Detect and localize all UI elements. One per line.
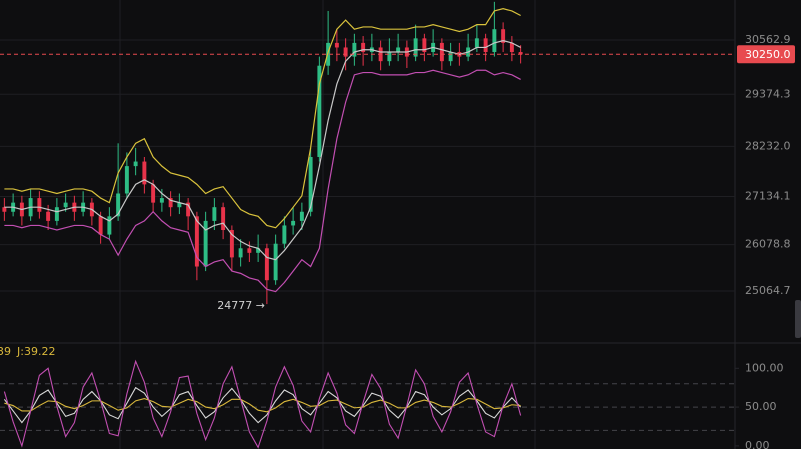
candle-body [413, 38, 418, 57]
legend-text: J:39.22 [16, 345, 55, 358]
candle-body [483, 38, 488, 53]
candle-body [116, 193, 121, 217]
candle-body [37, 198, 42, 212]
candle-body [282, 225, 287, 244]
y-tick-label: 29374.3 [745, 87, 791, 100]
candle-body [107, 216, 112, 235]
y-tick-label: 100.00 [745, 361, 784, 374]
last-price-label: 30250.0 [745, 48, 791, 61]
candle-body [46, 211, 51, 221]
y-tick-label: 27134.1 [745, 190, 791, 203]
candle-body [299, 211, 304, 221]
indicator-line [4, 397, 521, 413]
low-annotation: 24777 → [217, 299, 265, 312]
candle-body [492, 29, 497, 53]
candle-body [343, 47, 348, 57]
scroll-handle[interactable] [795, 300, 801, 338]
indicator-line [3, 359, 522, 449]
y-tick-label: 28232.0 [745, 139, 791, 152]
candle-body [186, 202, 191, 217]
y-tick-label: 50.00 [745, 400, 777, 413]
candle-body [509, 42, 514, 53]
candle-body [168, 198, 173, 208]
candle-body [194, 216, 199, 267]
candle-body [98, 216, 103, 235]
candles [2, 1, 523, 305]
indicator-line [3, 386, 522, 424]
candle-body [212, 207, 217, 221]
candle-body [247, 248, 252, 253]
candle-body [2, 207, 7, 212]
candle-body [159, 198, 164, 203]
candle-body [291, 220, 296, 226]
band-line [4, 69, 521, 293]
band-line [4, 8, 521, 229]
candle-body [518, 52, 523, 55]
candle-body [203, 220, 208, 267]
candle-body [396, 47, 401, 53]
y-tick-label: 25064.7 [745, 284, 791, 297]
candle-body [221, 207, 226, 231]
candle-body [133, 161, 138, 167]
candle-body [63, 202, 68, 208]
candle-body [439, 42, 444, 62]
last-price-tag [737, 45, 795, 64]
candle-body [256, 248, 261, 253]
y-tick-label: 0.00 [745, 439, 770, 449]
candle-body [448, 52, 453, 62]
candle-body [273, 243, 278, 281]
candle-body [501, 29, 506, 43]
legend-text: 39 [0, 345, 11, 358]
candle-body [238, 248, 243, 258]
candle-body [308, 156, 313, 212]
candle-body [317, 65, 322, 157]
candle-body [177, 202, 182, 208]
y-tick-label: 30562.9 [745, 33, 791, 46]
candle-body [352, 42, 357, 57]
band-line [4, 39, 521, 261]
candle-body [229, 230, 234, 258]
candle-body [151, 184, 156, 203]
candle-body [54, 207, 59, 221]
candle-body [142, 161, 147, 185]
candle-body [474, 38, 479, 48]
y-tick-label: 26078.8 [745, 238, 791, 251]
candle-body [124, 166, 129, 194]
candle-body [264, 248, 269, 281]
candle-body [422, 38, 427, 53]
candle-body [387, 52, 392, 62]
candle-body [334, 42, 339, 48]
candle-body [361, 42, 366, 53]
